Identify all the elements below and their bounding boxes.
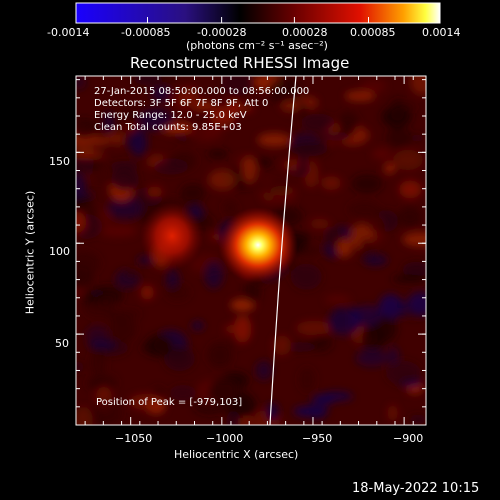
- colorbar-tick-label: 0.00028: [282, 26, 328, 39]
- clean-counts: Clean Total counts: 9.85E+03: [94, 122, 242, 133]
- colorbar-tick-label: -0.0014: [47, 26, 90, 39]
- x-tick-label: −1050: [115, 432, 153, 445]
- plot-title: Reconstructed RHESSI Image: [130, 54, 350, 72]
- time-range: 27-Jan-2015 08:50:00.000 to 08:56:00.000: [94, 86, 310, 97]
- detectors-info: Detectors: 3F 5F 6F 7F 8F 9F, Att 0: [94, 98, 269, 109]
- colorbar-units: (photons cm⁻² s⁻¹ asec⁻²): [186, 39, 328, 52]
- x-axis-label: Heliocentric X (arcsec): [174, 448, 299, 461]
- x-tick-label: −950: [302, 432, 333, 445]
- y-axis-label: Heliocentric Y (arcsec): [23, 190, 37, 315]
- colorbar-ticks: [75, 17, 441, 23]
- y-tick-label: 100: [49, 245, 70, 258]
- solar-limb: [269, 76, 297, 425]
- plot-frame: [75, 75, 427, 426]
- colorbar-tick-label: 0.0014: [422, 26, 461, 39]
- colorbar-tick-label: 0.00085: [350, 26, 396, 39]
- colorbar-tick-label: -0.00028: [197, 26, 247, 39]
- primary-source: [218, 207, 298, 283]
- y-tick-label: 50: [55, 337, 69, 350]
- axis-ticks: [76, 76, 426, 425]
- timestamp: 18-May-2022 10:15: [352, 481, 480, 496]
- x-tick-label: −900: [393, 432, 424, 445]
- energy-range: Energy Range: 12.0 - 25.0 keV: [94, 110, 247, 121]
- image-area: [76, 76, 426, 425]
- colorbar-tick-label: -0.00085: [121, 26, 171, 39]
- colorbar: [75, 2, 441, 24]
- peak-position: Position of Peak = [-979,103]: [96, 397, 243, 408]
- secondary-source: [140, 202, 204, 270]
- x-tick-label: −1000: [206, 432, 244, 445]
- y-tick-label: 150: [49, 155, 70, 168]
